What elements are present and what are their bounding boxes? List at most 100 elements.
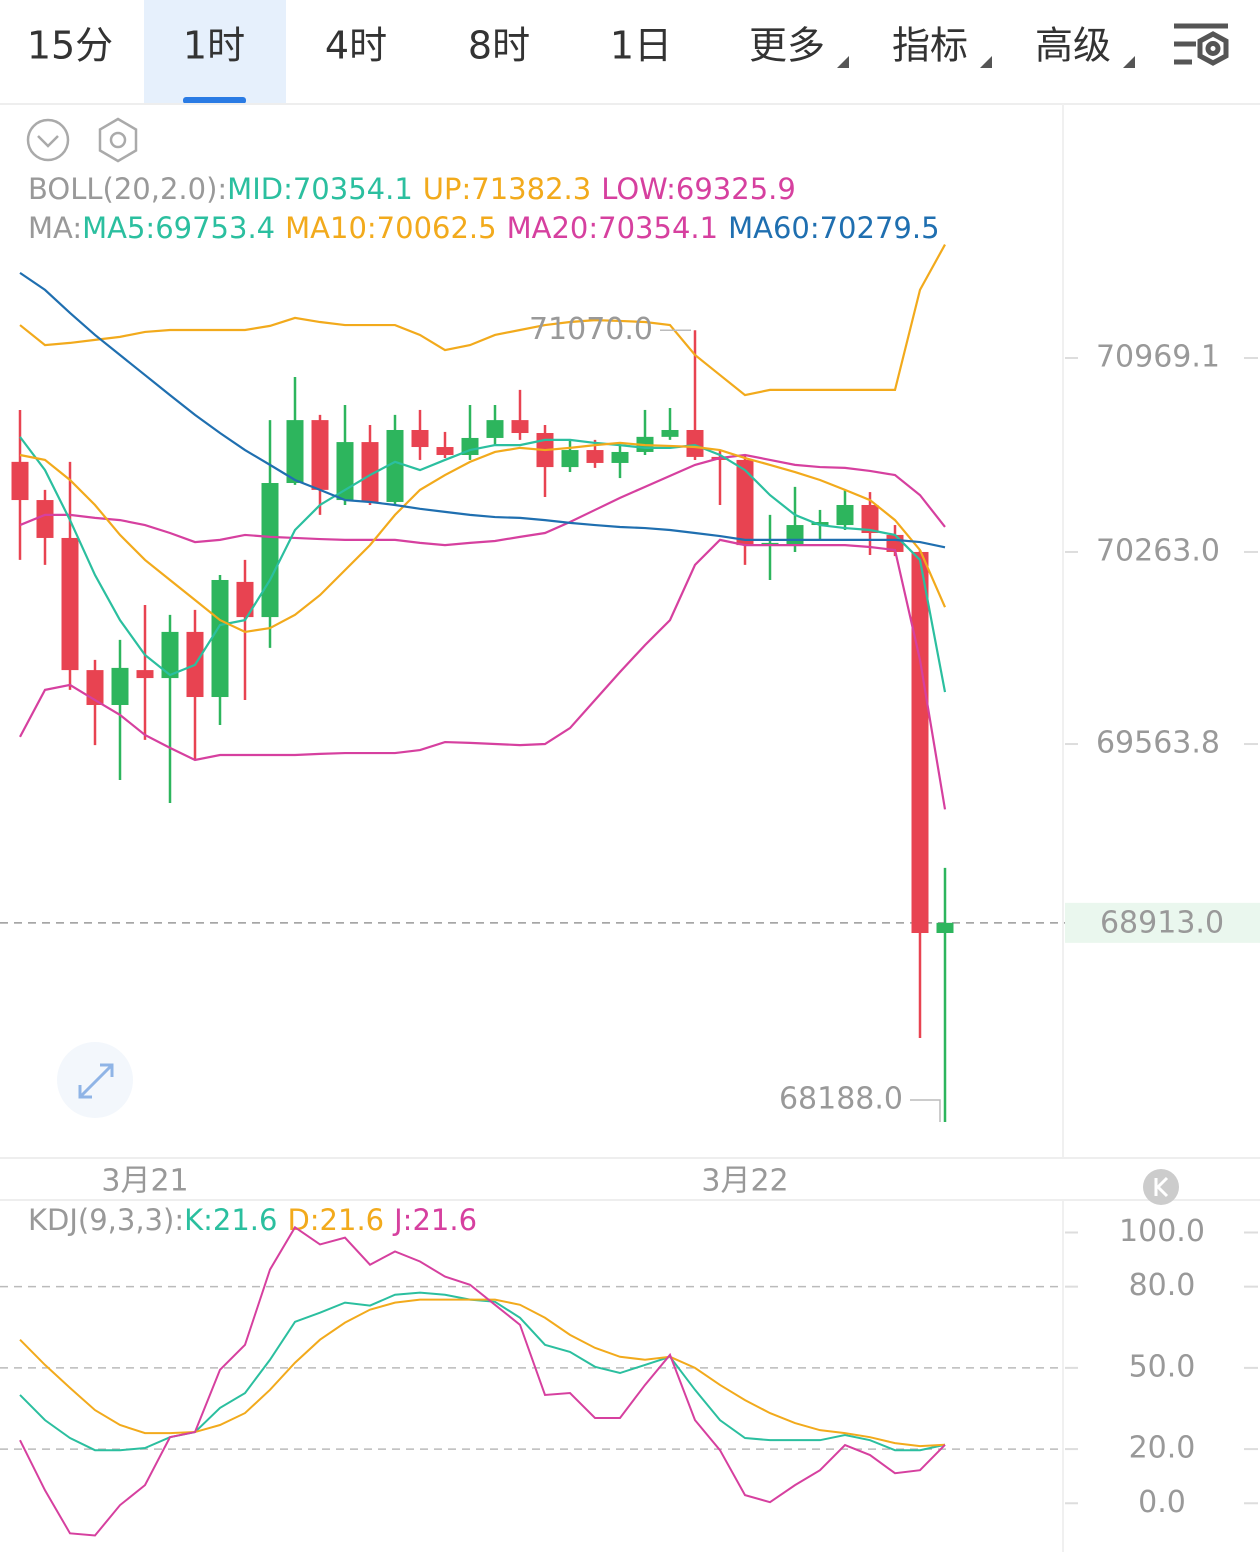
low-label: 68188.0 xyxy=(779,1082,903,1117)
arrow xyxy=(78,1063,114,1099)
legend: BOLL(20,2.0):MID:70354.1 UP:71382.3 LOW:69… xyxy=(28,172,796,206)
tab-label: 更多 xyxy=(749,24,825,68)
candle-body xyxy=(486,420,504,438)
icon-hex xyxy=(1197,31,1229,66)
candle-body xyxy=(161,631,179,679)
legend-item: MID:70354.1 xyxy=(227,172,413,206)
candle-body xyxy=(111,667,129,705)
candle-body xyxy=(561,450,579,468)
legend-item: K:21.6 xyxy=(184,1203,277,1237)
legend-item: D:21.6 xyxy=(287,1203,384,1237)
x-tick-label: 3月22 xyxy=(701,1164,788,1199)
expand-button[interactable] xyxy=(57,1042,133,1118)
tab-label: 指标 xyxy=(892,24,968,68)
tab[interactable]: 高级 xyxy=(1035,24,1135,69)
legend: MA:MA5:69753.4 MA10:70062.5 MA20:70354.1 MA… xyxy=(28,211,940,245)
candle-body xyxy=(11,461,29,501)
k-button[interactable] xyxy=(1143,1169,1179,1205)
y-tick-label: 69563.8 xyxy=(1096,726,1220,761)
kdj-line xyxy=(19,1225,946,1537)
tab-label: 高级 xyxy=(1035,24,1111,68)
last-price-label: 68913.0 xyxy=(1100,905,1224,940)
dropdown-arrow xyxy=(1123,56,1135,68)
candle-body xyxy=(286,420,304,484)
candle-body xyxy=(336,442,354,501)
indicator-line xyxy=(19,244,946,397)
tab[interactable]: 更多 xyxy=(749,24,849,69)
dropdown-arrow xyxy=(837,56,849,68)
y-tick-label: 50.0 xyxy=(1129,1349,1196,1384)
tab[interactable]: 4时 xyxy=(325,24,387,68)
arrow xyxy=(100,1063,114,1077)
tab[interactable]: 1时 xyxy=(144,0,286,104)
icon-dot xyxy=(1205,41,1221,56)
legend-item: MA5:69753.4 xyxy=(82,211,275,245)
icon-circle xyxy=(26,118,70,162)
candle-body xyxy=(611,451,629,463)
candle-body xyxy=(36,500,54,538)
kdj-line xyxy=(19,1298,946,1448)
candle-body xyxy=(236,581,254,618)
tab[interactable]: 1日 xyxy=(610,24,672,68)
indicator-line xyxy=(19,436,947,693)
tabs: 15分 1时 4时 8时 1日 更多 指标 高级 xyxy=(27,0,1135,104)
candle-body xyxy=(361,442,379,502)
indicator-line xyxy=(19,453,946,547)
candle-body xyxy=(736,459,754,546)
candle-body xyxy=(261,483,279,618)
high-label: 71070.0 xyxy=(529,312,653,347)
settings-hex-icon[interactable] xyxy=(98,117,138,163)
legend-label: MA: xyxy=(28,211,82,245)
legend-item: LOW:69325.9 xyxy=(601,172,796,206)
tab-label: 1日 xyxy=(610,24,672,68)
last-price-bg xyxy=(1065,902,1260,943)
candle-body xyxy=(661,429,679,437)
candle-body xyxy=(386,429,404,502)
tab-label: 4时 xyxy=(325,24,387,68)
low-pointer xyxy=(910,1099,941,1123)
icon-dot xyxy=(109,131,127,149)
candle-body xyxy=(311,420,329,490)
legend-item: J:21.6 xyxy=(392,1203,477,1237)
icon-chevron xyxy=(37,135,59,148)
x-tick-label: 3月21 xyxy=(101,1164,188,1199)
candle-body xyxy=(936,922,954,934)
y-tick-label: 20.0 xyxy=(1129,1431,1196,1466)
legend: KDJ(9,3,3):K:21.6 D:21.6 J:21.6 xyxy=(28,1203,477,1237)
y-tick-label: 70969.1 xyxy=(1096,339,1220,374)
candle-body xyxy=(811,522,829,526)
y-tick-label: 100.0 xyxy=(1119,1214,1205,1249)
candle-body xyxy=(411,429,429,448)
candle-body xyxy=(211,579,229,698)
tab-active-bg xyxy=(144,0,286,104)
tab[interactable]: 指标 xyxy=(892,24,992,69)
icon-hex xyxy=(98,117,138,163)
tab[interactable]: 15分 xyxy=(27,24,113,68)
legend-label: KDJ(9,3,3): xyxy=(28,1203,184,1237)
tab[interactable]: 8时 xyxy=(468,24,530,68)
tab-label: 1时 xyxy=(183,24,245,68)
candle-body xyxy=(136,670,154,679)
settings-icon[interactable] xyxy=(1174,23,1229,66)
candle-body xyxy=(61,537,79,671)
dropdown-arrow xyxy=(980,56,992,68)
candle-body xyxy=(436,447,454,455)
legend-item: MA10:70062.5 xyxy=(285,211,496,245)
y-tick-label: 70263.0 xyxy=(1096,533,1220,568)
y-tick-label: 80.0 xyxy=(1129,1268,1196,1303)
legend-item: MA20:70354.1 xyxy=(507,211,718,245)
indicator-line xyxy=(19,441,947,634)
button-bg xyxy=(1143,1169,1179,1205)
expand-arrows xyxy=(78,1063,114,1099)
candle-body xyxy=(911,551,929,934)
legend-item: UP:71382.3 xyxy=(423,172,591,206)
candle-body xyxy=(786,525,804,546)
indicator-line xyxy=(19,538,947,810)
candle-body xyxy=(511,420,529,434)
k-glyph xyxy=(1155,1176,1169,1198)
tab-label: 8时 xyxy=(468,24,530,68)
candle-body xyxy=(836,504,854,526)
collapse-icon[interactable] xyxy=(26,118,70,162)
